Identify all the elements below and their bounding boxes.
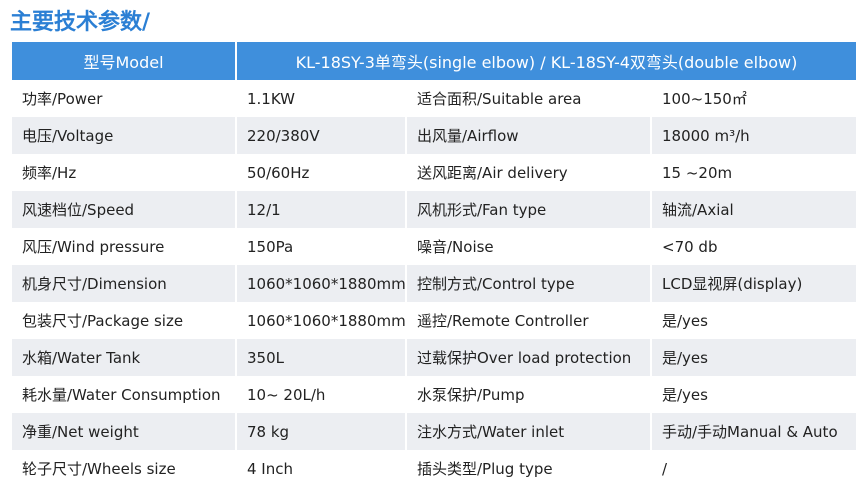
table-cell: 机身尺寸/Dimension [10, 265, 236, 302]
table-row: 风压/Wind pressure 150Pa 噪音/Noise <70 db [10, 228, 856, 265]
table-cell: 过载保护Over load protection [405, 339, 651, 376]
table-cell: 150Pa [235, 228, 406, 265]
table-cell: 350L [235, 339, 406, 376]
table-row: 水箱/Water Tank 350L 过载保护Over load protectio… [10, 339, 856, 376]
table-cell: 送风距离/Air delivery [405, 154, 651, 191]
table-row: 包装尺寸/Package size 1060*1060*1880mm 遥控/Remo… [10, 302, 856, 339]
header-cell: 型号Model [10, 42, 236, 80]
table-row: 轮子尺寸/Wheels size 4 Inch 插头类型/Plug type / [10, 450, 856, 487]
table-row: 功率/Power 1.1KW 适合面积/Suitable area 100~150㎡ [10, 80, 856, 117]
table-cell: 12/1 [235, 191, 406, 228]
table-cell: 包装尺寸/Package size [10, 302, 236, 339]
table-cell: 风速档位/Speed [10, 191, 236, 228]
table-cell: 风机形式/Fan type [405, 191, 651, 228]
table-row: 机身尺寸/Dimension 1060*1060*1880mm 控制方式/Contr… [10, 265, 856, 302]
table-cell: / [650, 450, 856, 487]
table-row: 耗水量/Water Consumption 10~ 20L/h 水泵保护/Pump 是… [10, 376, 856, 413]
table-cell: 电压/Voltage [10, 117, 236, 154]
table-cell: LCD显视屏(display) [650, 265, 856, 302]
spec-table: 型号Model KL-18SY-3单弯头(single elbow) / KL-… [10, 42, 856, 487]
table-cell: 15 ~20m [650, 154, 856, 191]
table-cell: 手动/手动Manual & Auto [650, 413, 856, 450]
table-cell: <70 db [650, 228, 856, 265]
table-cell: 轴流/Axial [650, 191, 856, 228]
table-cell: 风压/Wind pressure [10, 228, 236, 265]
header-cell: KL-18SY-3单弯头(single elbow) / KL-18SY-4双弯… [235, 42, 856, 80]
table-cell: 18000 m³/h [650, 117, 856, 154]
table-row: 风速档位/Speed 12/1 风机形式/Fan type 轴流/Axial [10, 191, 856, 228]
table-cell: 出风量/Airflow [405, 117, 651, 154]
table-row: 电压/Voltage 220/380V 出风量/Airflow 18000 m³/h [10, 117, 856, 154]
title: 主要技术参数/ [10, 10, 151, 35]
table-cell: 1.1KW [235, 80, 406, 117]
table-cell: 220/380V [235, 117, 406, 154]
table-cell: 水箱/Water Tank [10, 339, 236, 376]
table-cell: 100~150㎡ [650, 80, 856, 117]
table-cell: 78 kg [235, 413, 406, 450]
table-cell: 遥控/Remote Controller [405, 302, 651, 339]
table-cell: 1060*1060*1880mm [235, 302, 406, 339]
table-cell: 是/yes [650, 376, 856, 413]
table-cell: 是/yes [650, 339, 856, 376]
table-cell: 10~ 20L/h [235, 376, 406, 413]
table-cell: 噪音/Noise [405, 228, 651, 265]
table-cell: 注水方式/Water inlet [405, 413, 651, 450]
table-cell: 净重/Net weight [10, 413, 236, 450]
table-cell: 50/60Hz [235, 154, 406, 191]
table-row: 频率/Hz 50/60Hz 送风距离/Air delivery 15 ~20m [10, 154, 856, 191]
table-cell: 水泵保护/Pump [405, 376, 651, 413]
table-cell: 功率/Power [10, 80, 236, 117]
table-cell: 是/yes [650, 302, 856, 339]
table-cell: 频率/Hz [10, 154, 236, 191]
table-cell: 适合面积/Suitable area [405, 80, 651, 117]
table-cell: 插头类型/Plug type [405, 450, 651, 487]
table-cell: 4 Inch [235, 450, 406, 487]
table-cell: 1060*1060*1880mm [235, 265, 406, 302]
table-cell: 轮子尺寸/Wheels size [10, 450, 236, 487]
table-row: 净重/Net weight 78 kg 注水方式/Water inlet 手动/手动M… [10, 413, 856, 450]
header-row: 型号Model KL-18SY-3单弯头(single elbow) / KL-… [10, 42, 856, 80]
table-cell: 耗水量/Water Consumption [10, 376, 236, 413]
table-cell: 控制方式/Control type [405, 265, 651, 302]
